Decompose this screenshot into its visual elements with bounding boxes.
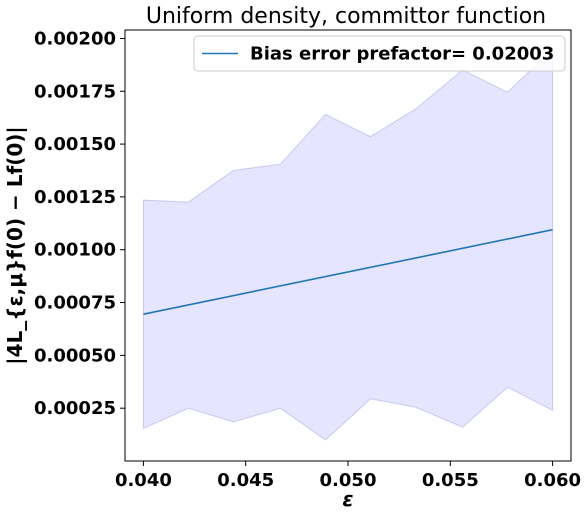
x-tick-label: 0.060 <box>524 470 581 491</box>
x-tick-label: 0.040 <box>115 470 172 491</box>
legend: Bias error prefactor= 0.02003 <box>193 35 566 72</box>
series-line-0 <box>143 228 553 315</box>
y-tick-label: 0.00150 <box>34 134 116 155</box>
chart-title: Uniform density, committor function <box>146 4 546 29</box>
y-tick-label: 0.00200 <box>34 28 116 49</box>
legend-box <box>193 35 566 72</box>
x-tick-label: 0.055 <box>422 470 479 491</box>
y-tick-label: 0.00050 <box>34 345 116 366</box>
y-tick-label: 0.00075 <box>34 293 116 314</box>
x-tick-label: 0.050 <box>320 470 377 491</box>
y-tick-label: 0.00175 <box>34 81 116 102</box>
y-tick-label: 0.00025 <box>34 398 116 419</box>
x-tick-label: 0.045 <box>217 470 274 491</box>
y-tick-label: 0.00100 <box>34 240 116 261</box>
axes: 0.040 0.045 0.050 0.055 0.060 0.00025 0.00050 0… <box>3 28 581 511</box>
y-axis-label: |4L_{ε,μ}f(0) − Lf(0)| <box>3 126 27 364</box>
legend-label: Bias error prefactor= 0.02003 <box>250 44 554 65</box>
y-tick-label: 0.00125 <box>34 187 116 208</box>
plot-area <box>142 47 554 441</box>
x-axis-label: ε <box>342 487 353 511</box>
confidence-band <box>142 47 554 441</box>
